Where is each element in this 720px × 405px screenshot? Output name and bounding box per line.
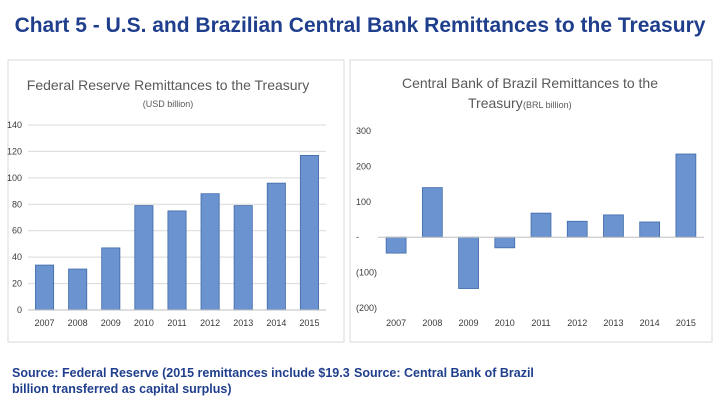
- x-tick-label: 2015: [676, 318, 696, 328]
- y-tick-label: (100): [356, 268, 377, 278]
- source-note-left-line2: billion transferred as capital surplus): [12, 382, 232, 396]
- y-tick-label: 100: [7, 173, 22, 183]
- x-tick-label: 2011: [167, 318, 186, 328]
- x-tick-label: 2013: [603, 318, 623, 328]
- chart-frame: [349, 59, 713, 343]
- x-tick-label: 2008: [422, 318, 442, 328]
- bar: [494, 236, 516, 249]
- source-note-left: Source: Federal Reserve (2015 remittance…: [12, 365, 350, 397]
- bar: [421, 187, 443, 238]
- x-tick-label: 2009: [101, 318, 121, 328]
- y-tick-label: 120: [7, 146, 22, 156]
- bar: [639, 221, 661, 238]
- y-tick-label: 200: [356, 161, 371, 171]
- x-tick-label: 2012: [567, 318, 587, 328]
- slide-title: Chart 5 - U.S. and Brazilian Central Ban…: [14, 14, 706, 37]
- x-tick-label: 2011: [531, 318, 550, 328]
- y-tick-label: (200): [356, 303, 377, 313]
- y-tick-label: 140: [7, 120, 22, 130]
- y-tick-label: 0: [17, 305, 22, 315]
- x-tick-label: 2010: [134, 318, 154, 328]
- y-tick-label: 80: [12, 199, 22, 209]
- y-tick-label: 100: [356, 197, 371, 207]
- bar: [603, 214, 624, 238]
- source-note-right: Source: Central Bank of Brazil: [354, 366, 534, 380]
- x-tick-label: 2012: [200, 318, 220, 328]
- y-tick-label: 20: [12, 279, 22, 289]
- y-tick-label: 40: [12, 252, 22, 262]
- chart-title-line1: Central Bank of Brazil Remittances to th…: [402, 75, 658, 91]
- bar: [458, 236, 479, 289]
- chart-subtitle: (USD billion): [143, 99, 194, 109]
- y-tick-label: 60: [12, 226, 22, 236]
- bar: [675, 153, 697, 238]
- x-tick-label: 2007: [35, 318, 55, 328]
- bar: [385, 236, 407, 254]
- chart-title: Federal Reserve Remittances to the Treas…: [27, 77, 309, 93]
- chart-subtitle: (BRL billion): [523, 100, 572, 110]
- x-tick-label: 2010: [495, 318, 515, 328]
- x-tick-label: 2007: [386, 318, 406, 328]
- bar: [566, 220, 588, 238]
- x-tick-label: 2014: [640, 318, 660, 328]
- x-tick-label: 2013: [233, 318, 253, 328]
- x-tick-label: 2009: [459, 318, 479, 328]
- bar: [530, 212, 552, 238]
- y-tick-label: 300: [356, 126, 371, 136]
- source-note-left-line1: Source: Federal Reserve (2015 remittance…: [12, 366, 350, 380]
- x-tick-label: 2014: [266, 318, 286, 328]
- chart-title-line2: Treasury: [468, 95, 523, 111]
- y-tick-label: -: [356, 232, 359, 242]
- x-tick-label: 2008: [68, 318, 88, 328]
- x-tick-label: 2015: [299, 318, 319, 328]
